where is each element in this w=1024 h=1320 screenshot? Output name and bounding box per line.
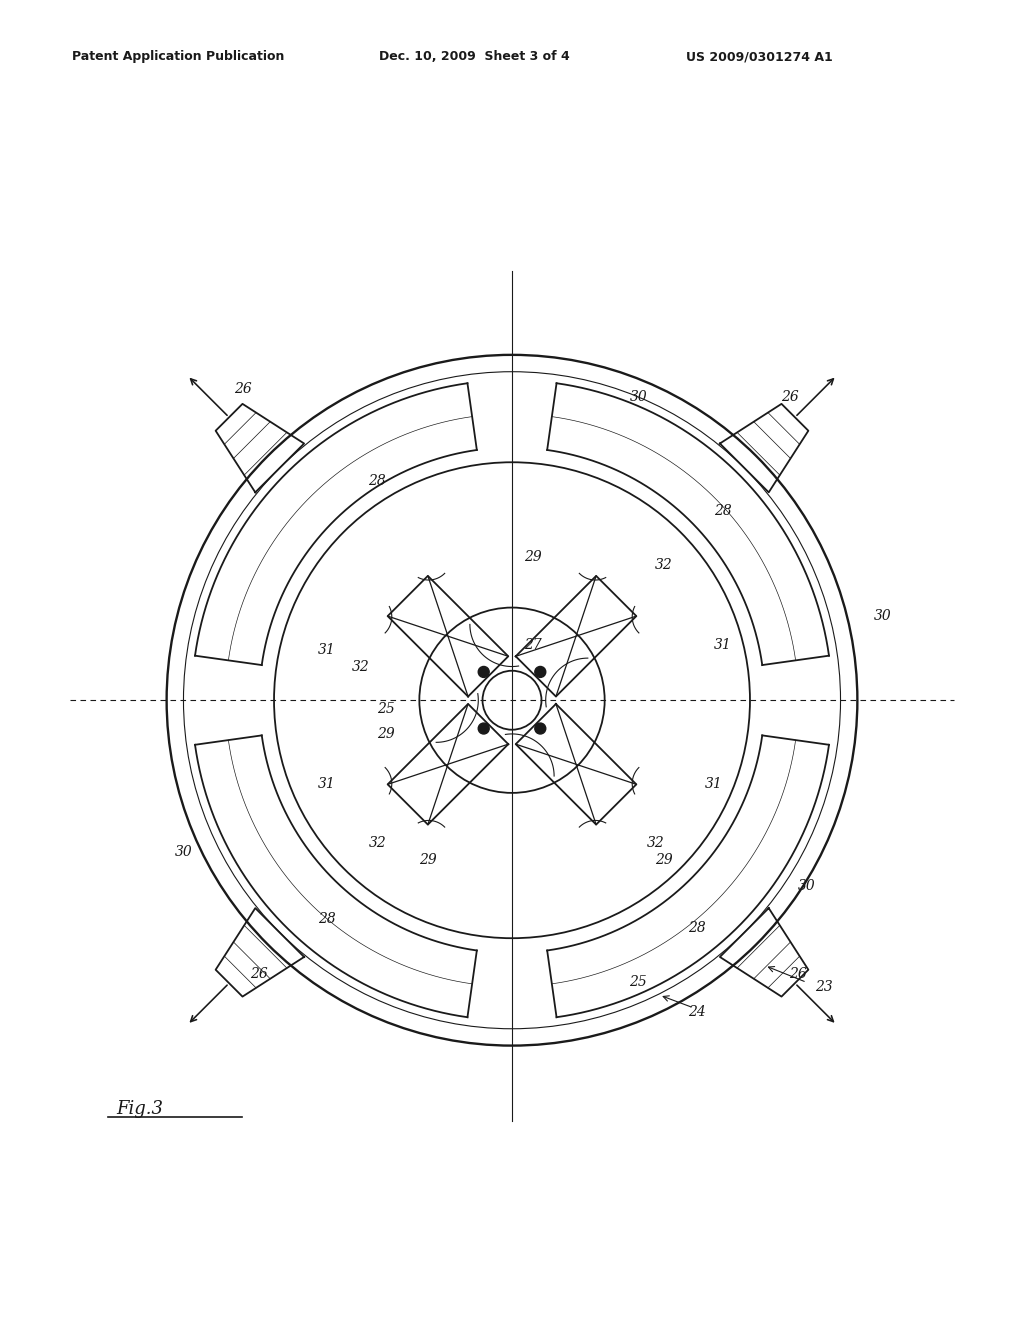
Text: 32: 32 — [369, 837, 386, 850]
Text: 28: 28 — [688, 920, 707, 935]
Text: 26: 26 — [251, 968, 268, 981]
Text: 30: 30 — [175, 845, 193, 859]
Text: US 2009/0301274 A1: US 2009/0301274 A1 — [686, 50, 833, 63]
Text: 32: 32 — [351, 660, 370, 673]
Text: 31: 31 — [317, 777, 336, 792]
Text: 29: 29 — [377, 727, 394, 741]
Text: 28: 28 — [714, 504, 731, 517]
Circle shape — [535, 723, 546, 734]
Text: 29: 29 — [654, 853, 673, 867]
Text: 26: 26 — [790, 968, 807, 981]
Text: Fig.3: Fig.3 — [116, 1100, 163, 1118]
Text: 25: 25 — [630, 975, 647, 990]
Text: 26: 26 — [233, 381, 251, 396]
Text: 32: 32 — [654, 558, 673, 573]
Text: 27: 27 — [524, 639, 542, 652]
Circle shape — [478, 723, 489, 734]
Text: 24: 24 — [688, 1005, 707, 1019]
Circle shape — [535, 667, 546, 677]
Text: 26: 26 — [781, 389, 799, 404]
Text: 30: 30 — [630, 389, 647, 404]
Text: 23: 23 — [815, 979, 833, 994]
Text: 28: 28 — [369, 474, 386, 488]
Text: 31: 31 — [317, 643, 336, 656]
Text: Dec. 10, 2009  Sheet 3 of 4: Dec. 10, 2009 Sheet 3 of 4 — [379, 50, 569, 63]
Text: 31: 31 — [706, 777, 723, 792]
Text: 31: 31 — [714, 639, 731, 652]
Text: 29: 29 — [524, 550, 542, 564]
Circle shape — [478, 667, 489, 677]
Text: Patent Application Publication: Patent Application Publication — [72, 50, 284, 63]
Text: 30: 30 — [798, 879, 816, 892]
Text: 32: 32 — [646, 837, 665, 850]
Text: 29: 29 — [419, 853, 436, 867]
Text: 25: 25 — [377, 702, 394, 715]
Text: 28: 28 — [317, 912, 336, 927]
Text: 30: 30 — [873, 609, 892, 623]
